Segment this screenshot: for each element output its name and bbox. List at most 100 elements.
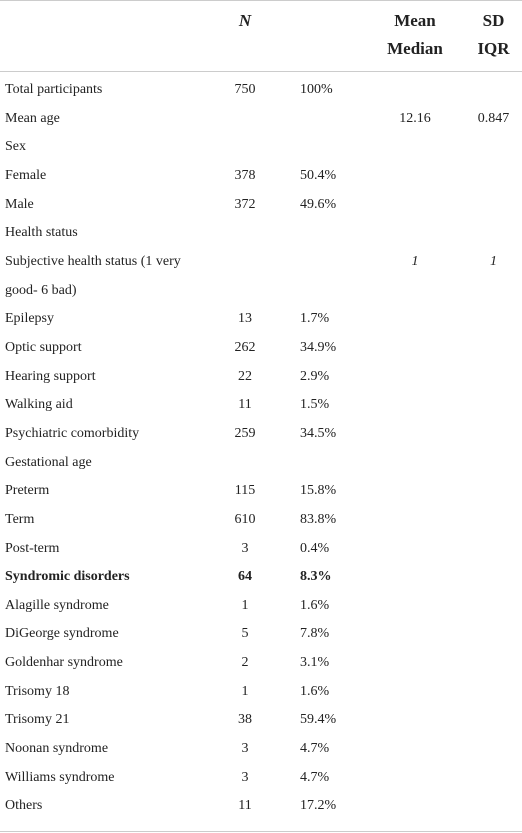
header-row: N Mean SD <box>0 1 522 36</box>
table-cell: 34.5% <box>285 420 365 449</box>
cell-text: 11 <box>238 798 252 814</box>
cell-text: 83.8% <box>300 511 337 527</box>
table-cell <box>365 506 465 535</box>
table-body: Total participants 750 100% Mean age 12.16 0.… <box>0 72 522 832</box>
table-cell <box>365 649 465 678</box>
table-cell: Sex <box>0 133 205 162</box>
table-cell: 1.6% <box>285 678 365 707</box>
cell-text: Post-term <box>5 540 60 556</box>
cell-text: Sex <box>5 139 26 155</box>
table-cell: Term <box>0 506 205 535</box>
header-cell <box>285 1 365 36</box>
cell-text: 0.847 <box>477 110 510 126</box>
table-row: Walking aid 11 1.5% <box>0 391 522 420</box>
table-cell: 378 <box>205 162 285 191</box>
cell-text: Walking aid <box>5 397 73 413</box>
header-cell: IQR <box>465 35 522 72</box>
cell-text: Preterm <box>5 483 50 499</box>
cell-text: 1 <box>241 597 249 613</box>
table-cell <box>465 477 522 506</box>
table-cell: 115 <box>205 477 285 506</box>
cell-text: 259 <box>234 425 256 441</box>
cell-text: Health status <box>5 225 78 241</box>
table-row: Psychiatric comorbidity 259 34.5% <box>0 420 522 449</box>
cell-text: 115 <box>234 483 256 499</box>
cell-text: Hearing support <box>5 368 96 384</box>
table-cell <box>365 191 465 220</box>
table-cell <box>205 248 285 305</box>
table-row: Female 378 50.4% <box>0 162 522 191</box>
table-cell <box>205 133 285 162</box>
table-cell: 3 <box>205 764 285 793</box>
table-cell <box>365 219 465 248</box>
header-cell <box>205 35 285 72</box>
cell-text: Syndromic disorders <box>5 569 130 585</box>
header-text: N <box>238 11 252 30</box>
table-cell <box>465 735 522 764</box>
table-cell: 1.5% <box>285 391 365 420</box>
table-cell: Psychiatric comorbidity <box>0 420 205 449</box>
table-row: Preterm 115 15.8% <box>0 477 522 506</box>
table-cell <box>365 563 465 592</box>
table-cell: 1 <box>365 248 465 305</box>
header-cell <box>0 35 205 72</box>
cell-text: Mean age <box>5 110 60 126</box>
table-cell <box>465 764 522 793</box>
table-cell: 3.1% <box>285 649 365 678</box>
header-row: Median IQR <box>0 35 522 72</box>
cell-text: 2.9% <box>300 368 330 384</box>
cell-text: 34.9% <box>300 339 337 355</box>
table-cell: 100% <box>285 72 365 105</box>
table-row: Sex <box>0 133 522 162</box>
cell-text: 378 <box>234 167 256 183</box>
table-cell: Subjective health status (1 very good- 6… <box>0 248 205 305</box>
table-cell: 64 <box>205 563 285 592</box>
table-cell <box>465 535 522 564</box>
cell-text: Williams syndrome <box>5 769 115 785</box>
table-cell: 2.9% <box>285 363 365 392</box>
table-cell <box>465 563 522 592</box>
table-header: N Mean SD Median IQR <box>0 1 522 72</box>
table-row: Mean age 12.16 0.847 <box>0 105 522 134</box>
table-row: Trisomy 21 38 59.4% <box>0 706 522 735</box>
cell-text: 610 <box>234 511 256 527</box>
table-row: Trisomy 18 1 1.6% <box>0 678 522 707</box>
table-cell <box>365 592 465 621</box>
table-cell: Health status <box>0 219 205 248</box>
table-cell: 8.3% <box>285 563 365 592</box>
cell-text: 3 <box>241 769 249 785</box>
table-cell: Trisomy 21 <box>0 706 205 735</box>
header-text: IQR <box>477 39 510 58</box>
table-cell <box>465 420 522 449</box>
header-cell <box>285 35 365 72</box>
cell-text: Trisomy 18 <box>5 683 70 699</box>
header-cell: N <box>205 1 285 36</box>
table-cell: Preterm <box>0 477 205 506</box>
table-cell <box>465 620 522 649</box>
cell-text: 1 <box>241 683 249 699</box>
cell-text: 262 <box>234 339 256 355</box>
table-row: Term 610 83.8% <box>0 506 522 535</box>
table-cell: 1 <box>205 592 285 621</box>
cell-text: 4.7% <box>300 741 330 757</box>
cell-text: 750 <box>234 82 256 97</box>
cell-text: DiGeorge syndrome <box>5 626 119 642</box>
table-row: Subjective health status (1 very good- 6… <box>0 248 522 305</box>
table-cell: Post-term <box>0 535 205 564</box>
table-cell <box>285 449 365 478</box>
table-cell: Optic support <box>0 334 205 363</box>
table-row: Syndromic disorders 64 8.3% <box>0 563 522 592</box>
table-row: Gestational age <box>0 449 522 478</box>
table-cell: Total participants <box>0 72 205 105</box>
table-cell: Mean age <box>0 105 205 134</box>
cell-text: 8.3% <box>300 569 332 585</box>
table-row: Alagille syndrome 1 1.6% <box>0 592 522 621</box>
table-cell <box>365 620 465 649</box>
table-cell: 0.847 <box>465 105 522 134</box>
table-cell: 750 <box>205 72 285 105</box>
table-row: Male 372 49.6% <box>0 191 522 220</box>
table-row: Others 11 17.2% <box>0 792 522 831</box>
table-cell <box>465 649 522 678</box>
cell-text: Male <box>5 196 34 212</box>
